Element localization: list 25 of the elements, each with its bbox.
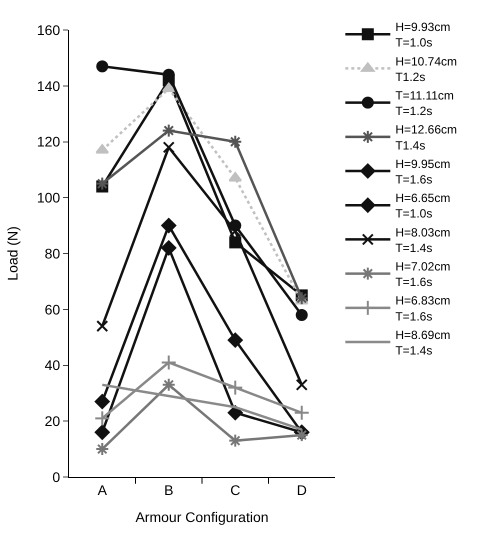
legend-label: H=8.03cm T=1.4s xyxy=(395,225,450,255)
y-tick-label: 80 xyxy=(44,245,60,262)
y-tick-label: 0 xyxy=(52,468,60,485)
y-tick-label: 40 xyxy=(44,357,60,374)
y-tick-label: 100 xyxy=(36,190,60,206)
y-tick-label: 160 xyxy=(36,22,60,38)
legend-label: H=6.65cm T=1.0s xyxy=(395,191,450,221)
legend-label: H=10.74cm T1.2s xyxy=(395,54,458,84)
y-tick-label: 60 xyxy=(44,301,60,318)
legend-label: H=8.69cm T=1.4s xyxy=(395,328,450,358)
legend-label: H=12.66cm T1.4s xyxy=(395,122,458,152)
x-tick-label: B xyxy=(164,482,174,498)
y-axis-title: Load (N) xyxy=(4,226,20,281)
y-tick-label: 140 xyxy=(36,78,60,94)
x-tick-label: A xyxy=(98,482,108,498)
legend-label: H=9.95cm T=1.6s xyxy=(395,156,450,186)
y-tick-label: 120 xyxy=(36,134,60,150)
x-tick-label: D xyxy=(296,482,307,498)
x-axis-title: Armour Configuration xyxy=(135,509,269,526)
y-tick-label: 20 xyxy=(44,413,60,430)
legend-label: H=7.02cm T=1.6s xyxy=(395,260,450,290)
legend-label: H=9.93cm T=1.0s xyxy=(395,20,450,50)
x-tick-label: C xyxy=(230,482,240,498)
legend-label: H=6.83cm T=1.6s xyxy=(395,294,450,324)
legend-label: T=11.11cm T=1.2s xyxy=(395,88,454,118)
